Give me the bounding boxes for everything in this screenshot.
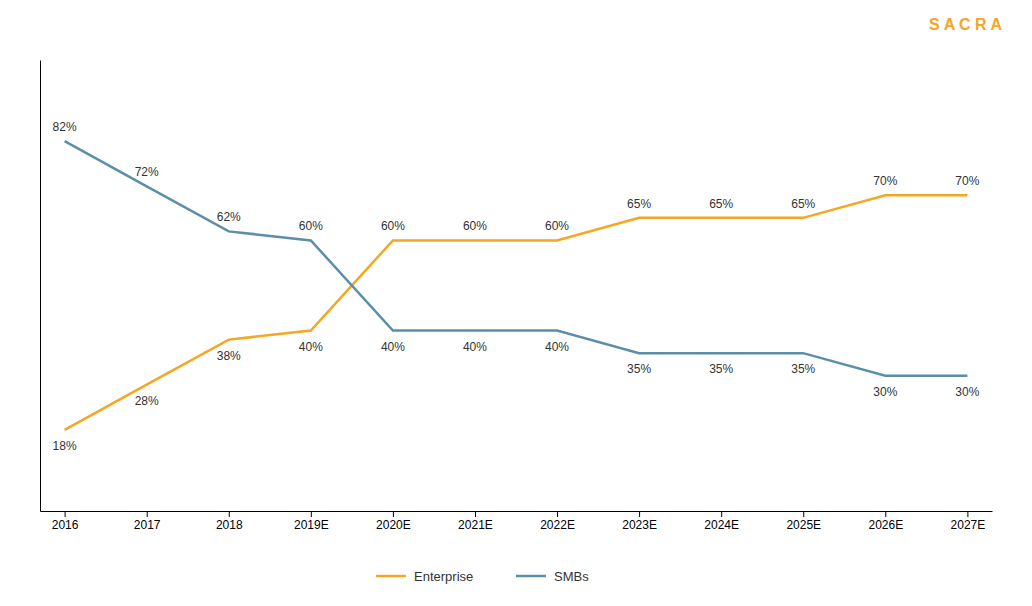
data-label: 40% — [463, 340, 487, 354]
x-tick: 2019E — [294, 511, 329, 532]
data-label: 35% — [709, 362, 733, 376]
x-tick-label: 2023E — [622, 518, 657, 532]
lines — [65, 141, 968, 430]
x-tick: 2022E — [540, 511, 575, 532]
legend-item: SMBs — [516, 569, 589, 584]
x-tick-label: 2026E — [868, 518, 903, 532]
data-label: 60% — [299, 219, 323, 233]
x-tick-label: 2027E — [951, 518, 986, 532]
data-label: 40% — [545, 340, 569, 354]
data-label: 40% — [299, 340, 323, 354]
x-tick-mark — [557, 511, 558, 517]
x-tick: 2020E — [376, 511, 411, 532]
x-tick-mark — [311, 511, 312, 517]
x-tick: 2023E — [622, 511, 657, 532]
plot: 2016 2017 2018 2019E 2020E 2021E 2022E 2023E 202… — [41, 61, 993, 532]
x-tick-label: 2018 — [216, 518, 243, 532]
x-tick: 2024E — [704, 511, 739, 532]
x-tick-mark — [65, 511, 66, 517]
x-tick: 2016 — [52, 511, 79, 532]
data-label: 38% — [217, 349, 241, 363]
data-label: 60% — [545, 219, 569, 233]
x-tick-mark — [639, 511, 640, 517]
y-axis — [40, 61, 41, 512]
x-tick-label: 2020E — [376, 518, 411, 532]
legend-swatch — [376, 575, 406, 578]
x-tick: 2018 — [216, 511, 243, 532]
x-tick-label: 2024E — [704, 518, 739, 532]
data-label: 28% — [135, 394, 159, 408]
data-label: 60% — [463, 219, 487, 233]
annotation: S A C R A — [929, 16, 1002, 33]
data-label: 35% — [791, 362, 815, 376]
data-label: 60% — [381, 219, 405, 233]
data-label: 35% — [627, 362, 651, 376]
x-tick-label: 2025E — [786, 518, 821, 532]
data-label: 30% — [955, 385, 979, 399]
data-label: 30% — [873, 385, 897, 399]
x-tick-mark — [721, 511, 722, 517]
data-label: 72% — [135, 165, 159, 179]
x-tick-label: 2016 — [52, 518, 79, 532]
x-tick-mark — [967, 511, 968, 517]
series-line — [65, 141, 968, 376]
x-tick-mark — [475, 511, 476, 517]
x-tick: 2027E — [951, 511, 986, 532]
data-label: 70% — [955, 174, 979, 188]
series-line — [65, 195, 968, 430]
legend-label: SMBs — [554, 569, 589, 584]
legend: Enterprise SMBs — [376, 569, 589, 584]
data-label: 82% — [53, 120, 77, 134]
x-tick-mark — [885, 511, 886, 517]
data-label: 65% — [627, 197, 651, 211]
data-label: 70% — [873, 174, 897, 188]
chart: 2016 2017 2018 2019E 2020E 2021E 2022E 2023E 202… — [0, 0, 1032, 606]
x-tick-label: 2022E — [540, 518, 575, 532]
data-labels: 18% 28% 38% 40% 60% 60% 60% 65% 65% 65% 70% 70% 82% 7… — [53, 120, 980, 453]
x-axis-line — [41, 511, 993, 512]
x-tick-label: 2021E — [458, 518, 493, 532]
x-tick-mark — [393, 511, 394, 517]
x-tick: 2021E — [458, 511, 493, 532]
y-axis-line — [40, 61, 41, 512]
x-tick: 2025E — [786, 511, 821, 532]
x-tick-mark — [147, 511, 148, 517]
legend-item: Enterprise — [376, 569, 473, 584]
data-label: 65% — [709, 197, 733, 211]
x-axis: 2016 2017 2018 2019E 2020E 2021E 2022E 2023E 202… — [41, 511, 993, 532]
data-label: 40% — [381, 340, 405, 354]
x-tick-label: 2019E — [294, 518, 329, 532]
x-tick: 2026E — [868, 511, 903, 532]
x-tick-label: 2017 — [134, 518, 161, 532]
x-tick-mark — [229, 511, 230, 517]
legend-swatch — [516, 575, 546, 578]
data-label: 65% — [791, 197, 815, 211]
data-label: 18% — [53, 439, 77, 453]
legend-label: Enterprise — [414, 569, 473, 584]
x-tick: 2017 — [134, 511, 161, 532]
x-tick-mark — [803, 511, 804, 517]
data-label: 62% — [217, 210, 241, 224]
